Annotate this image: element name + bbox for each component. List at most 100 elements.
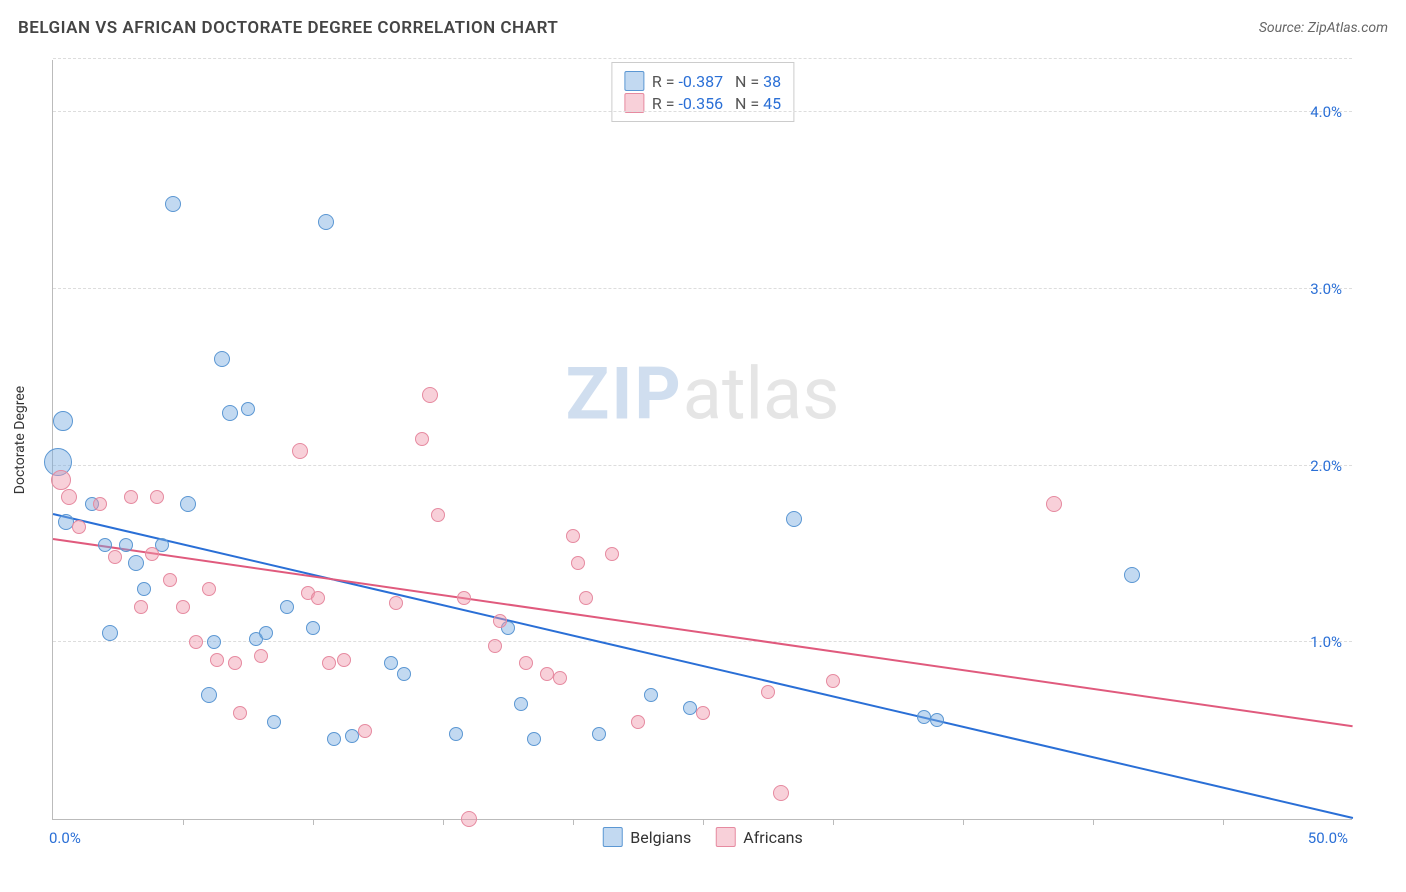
data-point [337, 653, 351, 667]
data-point [259, 626, 273, 640]
legend-series-item: Africans [715, 827, 802, 847]
data-point [202, 582, 216, 596]
data-point [119, 538, 133, 552]
legend-row: R = -0.356 N = 45 [624, 93, 781, 113]
data-point [311, 591, 325, 605]
data-point [592, 727, 606, 741]
gridline [53, 111, 1352, 112]
x-tick [1093, 819, 1094, 825]
gridline [53, 465, 1352, 466]
data-point [397, 667, 411, 681]
x-tick [313, 819, 314, 825]
data-point [1124, 567, 1140, 583]
data-point [318, 214, 334, 230]
data-point [826, 674, 840, 688]
data-point [358, 724, 372, 738]
x-tick [443, 819, 444, 825]
data-point [176, 600, 190, 614]
y-tick-label: 3.0% [1310, 280, 1342, 298]
y-tick-label: 4.0% [1310, 103, 1342, 121]
data-point [1046, 496, 1062, 512]
plot-area: ZIPatlas R = -0.387 N = 38 R = -0.356 N =… [52, 60, 1352, 820]
data-point [327, 732, 341, 746]
data-point [51, 470, 71, 490]
data-point [102, 625, 118, 641]
chart-title: BELGIAN VS AFRICAN DOCTORATE DEGREE CORR… [18, 18, 558, 38]
data-point [280, 600, 294, 614]
data-point [137, 582, 151, 596]
data-point [108, 550, 122, 564]
data-point [917, 710, 931, 724]
legend-swatch [715, 827, 735, 847]
data-point [540, 667, 554, 681]
data-point [292, 443, 308, 459]
data-point [306, 621, 320, 635]
data-point [605, 547, 619, 561]
gridline [53, 58, 1352, 59]
data-point [415, 432, 429, 446]
data-point [345, 729, 359, 743]
x-end-label: 50.0% [1308, 829, 1348, 847]
y-axis-label: Doctorate Degree [12, 386, 28, 494]
data-point [384, 656, 398, 670]
data-point [527, 732, 541, 746]
data-point [210, 653, 224, 667]
data-point [389, 596, 403, 610]
gridline [53, 641, 1352, 642]
data-point [72, 520, 86, 534]
data-point [165, 196, 181, 212]
legend-swatch [624, 93, 644, 113]
x-tick [703, 819, 704, 825]
data-point [53, 411, 73, 431]
data-point [930, 713, 944, 727]
data-point [683, 701, 697, 715]
data-point [631, 715, 645, 729]
legend-row: R = -0.387 N = 38 [624, 71, 781, 91]
x-start-label: 0.0% [49, 829, 81, 847]
data-point [786, 511, 802, 527]
x-tick [833, 819, 834, 825]
gridline [53, 288, 1352, 289]
data-point [61, 489, 77, 505]
legend-series-name: Belgians [630, 828, 691, 847]
trend-line [53, 513, 1353, 819]
legend-swatch [624, 71, 644, 91]
data-point [566, 529, 580, 543]
data-point [457, 591, 471, 605]
data-point [493, 614, 507, 628]
data-point [124, 490, 138, 504]
data-point [267, 715, 281, 729]
data-point [150, 490, 164, 504]
data-point [449, 727, 463, 741]
data-point [422, 387, 438, 403]
x-tick [183, 819, 184, 825]
data-point [579, 591, 593, 605]
data-point [322, 656, 336, 670]
legend-stats: R = -0.356 N = 45 [652, 94, 781, 113]
data-point [98, 538, 112, 552]
watermark: ZIPatlas [566, 351, 840, 436]
series-legend: Belgians Africans [602, 827, 803, 847]
source-label: Source: ZipAtlas.com [1259, 20, 1388, 36]
legend-series-name: Africans [743, 828, 802, 847]
data-point [93, 497, 107, 511]
data-point [571, 556, 585, 570]
data-point [207, 635, 221, 649]
data-point [553, 671, 567, 685]
trend-line [53, 538, 1353, 727]
x-tick [573, 819, 574, 825]
x-tick [1223, 819, 1224, 825]
chart-container: BELGIAN VS AFRICAN DOCTORATE DEGREE CORR… [0, 0, 1406, 892]
data-point [644, 688, 658, 702]
data-point [488, 639, 502, 653]
data-point [696, 706, 710, 720]
correlation-legend: R = -0.387 N = 38 R = -0.356 N = 45 [611, 62, 794, 122]
data-point [189, 635, 203, 649]
data-point [222, 405, 238, 421]
data-point [233, 706, 247, 720]
data-point [201, 687, 217, 703]
watermark-zip: ZIP [566, 351, 683, 436]
data-point [773, 785, 789, 801]
y-tick-label: 2.0% [1310, 457, 1342, 475]
legend-stats: R = -0.387 N = 38 [652, 72, 781, 91]
